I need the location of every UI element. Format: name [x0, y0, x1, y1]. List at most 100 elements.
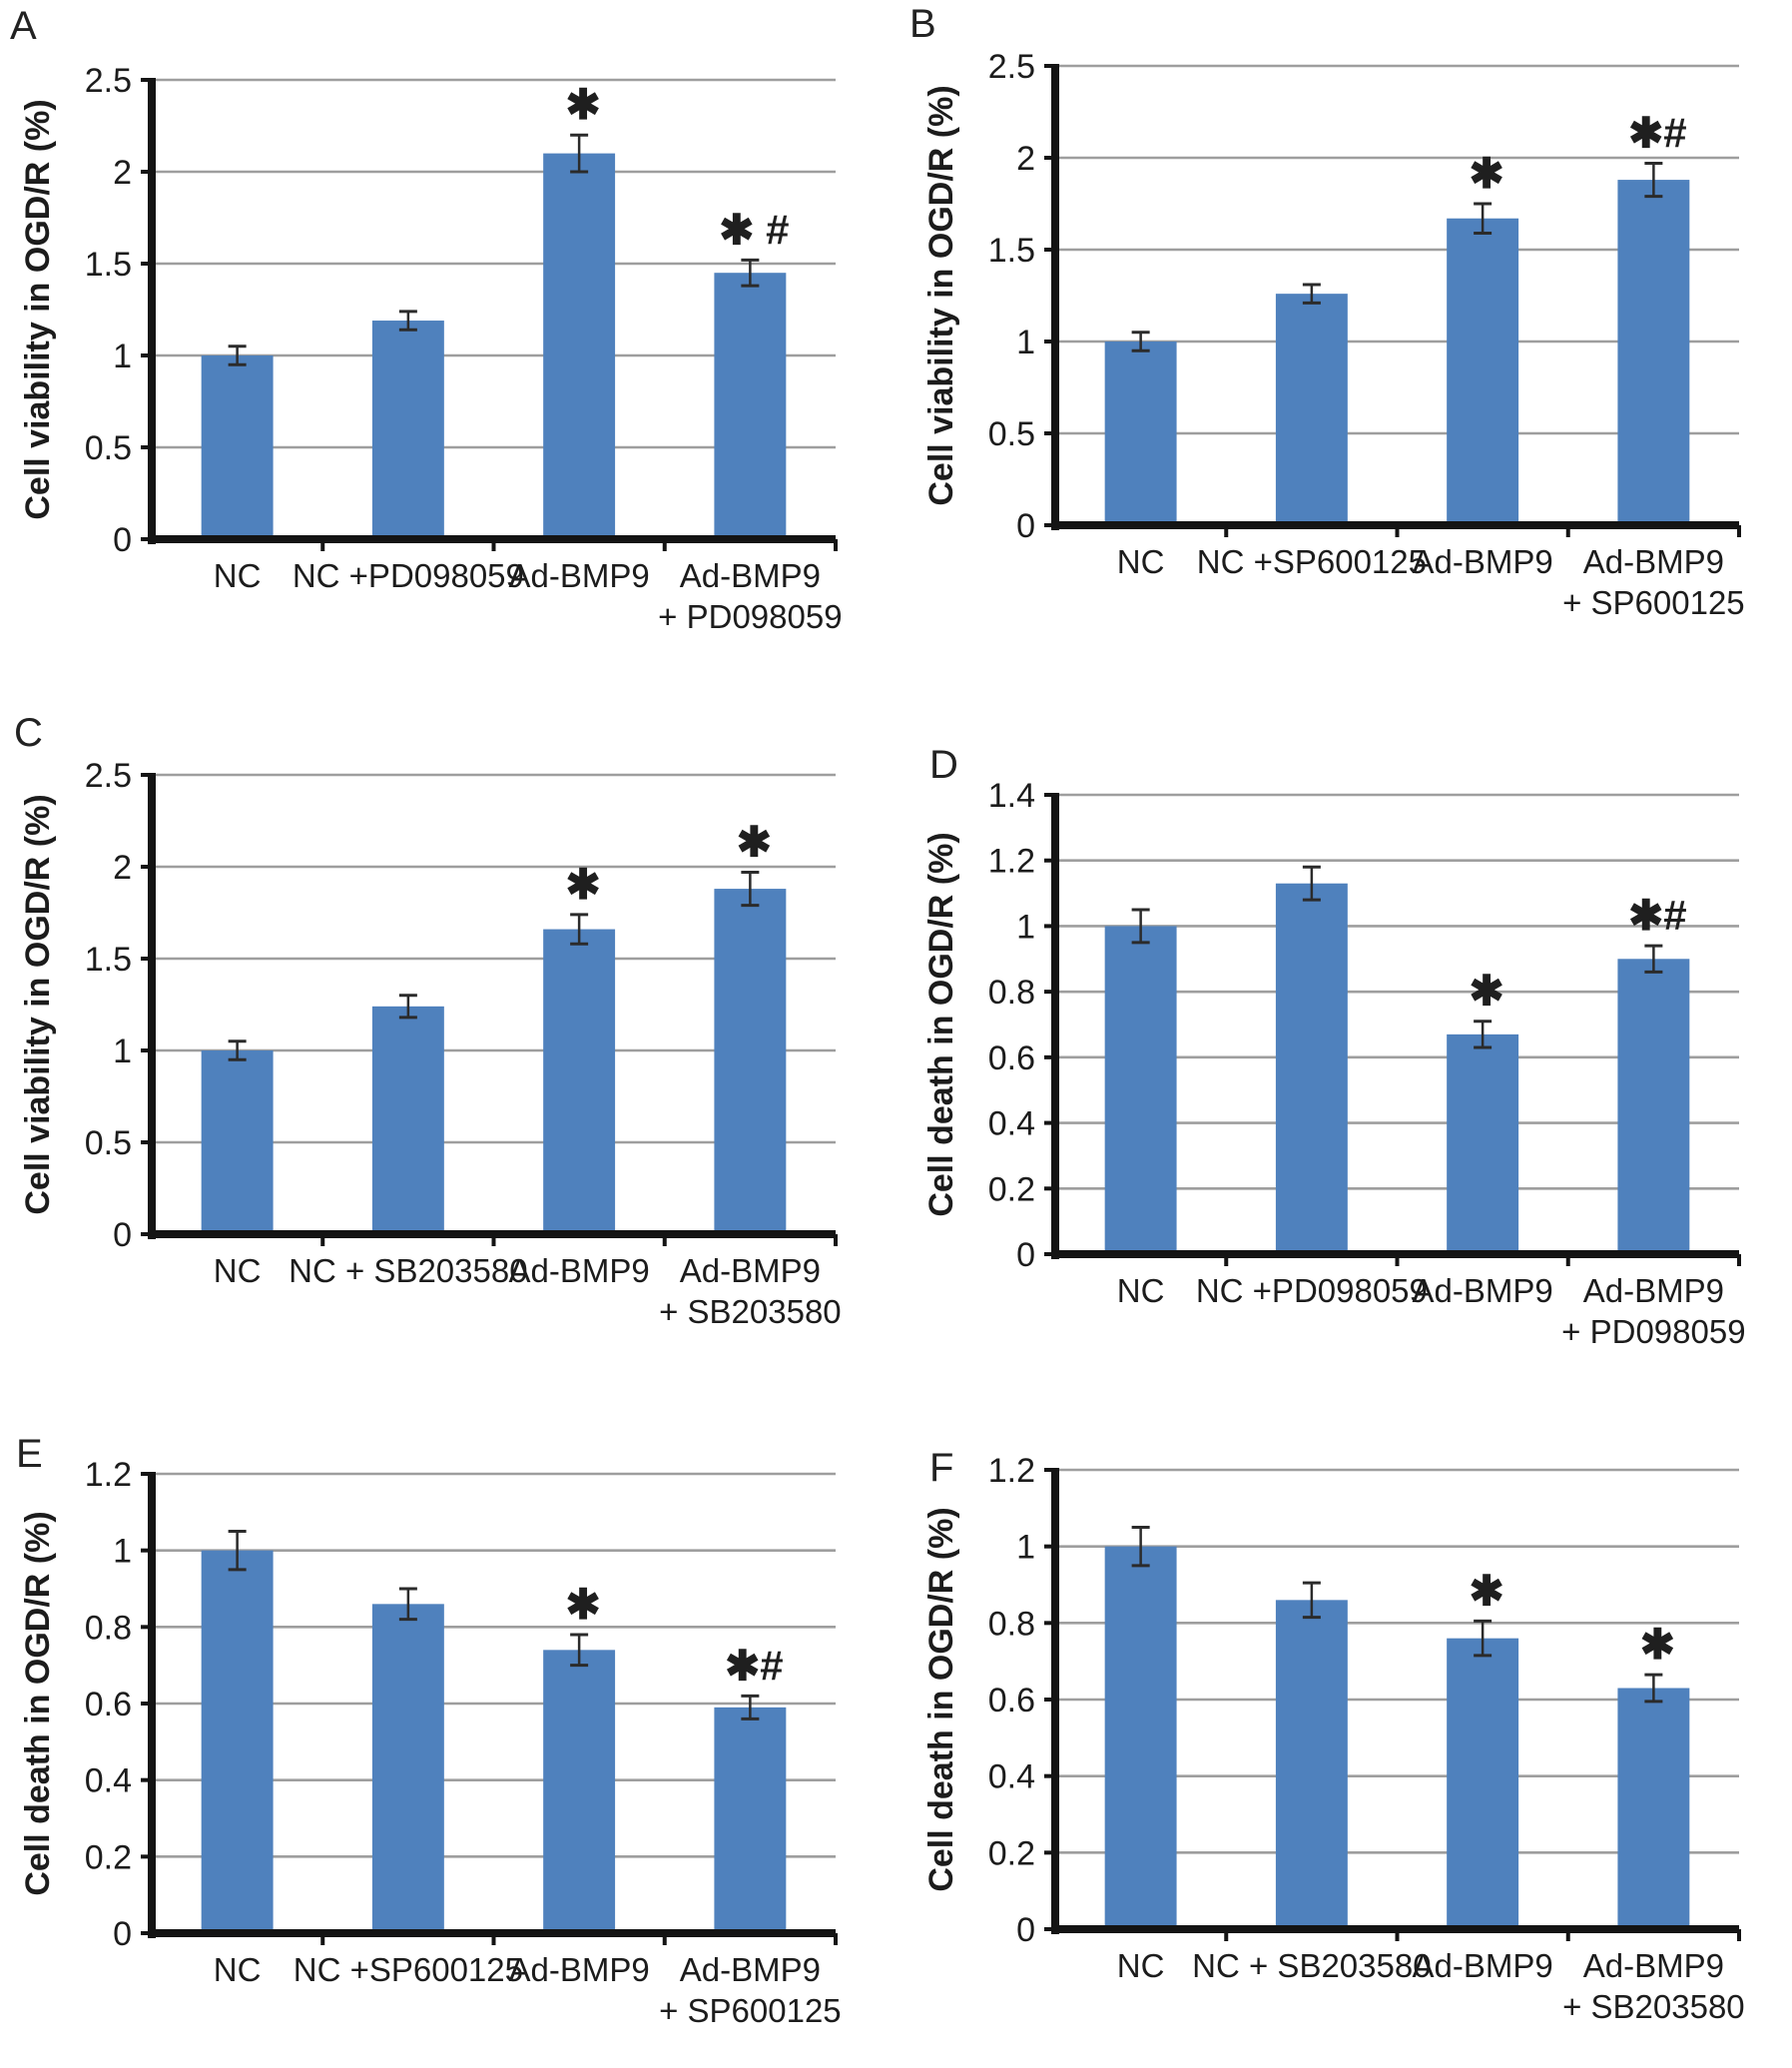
svg-text:1.2: 1.2 [85, 1456, 132, 1494]
panel-c: C 0 0.5 1 1.5 2 2.5 NC NC + SB203580 Ad-BMP9 Ad-B… [0, 699, 894, 1418]
axes [1044, 793, 1741, 1266]
svg-text:1.5: 1.5 [85, 941, 132, 979]
svg-text:0.4: 0.4 [85, 1762, 132, 1800]
panel-e: E 0 0.2 0.4 0.6 0.8 1 1.2 NC NC +SP600125 Ad-BMP9… [0, 1418, 894, 2067]
significance-annotations: ✱ ✱# [1470, 892, 1687, 1015]
svg-text:✱: ✱ [1470, 150, 1504, 197]
svg-text:1.4: 1.4 [988, 777, 1035, 815]
panel-f: F 0 0.2 0.4 0.6 0.8 1 1.2 NC NC + SB203580 Ad-BMP… [894, 1418, 1792, 2067]
error-bars [228, 1530, 760, 1721]
svg-text:0.5: 0.5 [988, 415, 1035, 453]
y-tick-labels: 0 0.5 1 1.5 2 2.5 [988, 48, 1035, 545]
error-bars [1131, 162, 1663, 352]
svg-text:Ad-BMP9: Ad-BMP9 [1583, 543, 1724, 580]
svg-text:0.5: 0.5 [85, 1124, 132, 1162]
svg-text:0.5: 0.5 [85, 429, 132, 467]
bar [1275, 1600, 1348, 1929]
svg-text:0.2: 0.2 [988, 1170, 1035, 1208]
panel-label-a: A [10, 4, 37, 48]
svg-text:Ad-BMP9: Ad-BMP9 [680, 1951, 821, 1988]
panel-d: D 0 0.2 0.4 0.6 0.8 1 1.2 1.4 NC NC +PD098059 Ad-B… [894, 699, 1792, 1418]
y-axis-title: Cell death in OGD/R (%) [922, 1507, 960, 1891]
svg-text:+ SP600125: + SP600125 [1562, 584, 1745, 621]
svg-text:✱: ✱ [1640, 1621, 1675, 1668]
axes [141, 1472, 838, 1945]
svg-text:1: 1 [1016, 1529, 1035, 1567]
svg-text:NC + SB203580: NC + SB203580 [289, 1252, 527, 1289]
svg-text:✱: ✱ [566, 861, 601, 908]
bar [543, 929, 616, 1234]
bar [1617, 1688, 1690, 1929]
y-axis-title: Cell death in OGD/R (%) [19, 1511, 57, 1895]
svg-text:0.8: 0.8 [988, 1605, 1035, 1643]
error-bars [228, 871, 760, 1061]
svg-text:0: 0 [113, 1216, 132, 1254]
bar [371, 321, 444, 539]
svg-text:NC: NC [1117, 1272, 1165, 1309]
bar [1275, 883, 1348, 1254]
svg-text:1.5: 1.5 [85, 246, 132, 284]
svg-text:0.2: 0.2 [85, 1838, 132, 1876]
svg-text:0.4: 0.4 [988, 1105, 1035, 1143]
svg-text:0.8: 0.8 [988, 974, 1035, 1012]
svg-text:✱: ✱ [1470, 1567, 1504, 1614]
svg-text:Ad-BMP9: Ad-BMP9 [1583, 1947, 1724, 1984]
bar [714, 1707, 787, 1933]
svg-text:0.4: 0.4 [988, 1758, 1035, 1796]
svg-text:1: 1 [113, 338, 132, 375]
svg-text:+ PD098059: + PD098059 [658, 598, 842, 635]
bar [714, 273, 787, 539]
svg-text:0: 0 [113, 1915, 132, 1953]
svg-text:Ad-BMP9: Ad-BMP9 [509, 1951, 650, 1988]
svg-text:1.5: 1.5 [988, 232, 1035, 270]
svg-text:✱#: ✱# [1628, 110, 1687, 157]
svg-text:NC + SB203580: NC + SB203580 [1192, 1947, 1431, 1984]
svg-text:NC: NC [1117, 543, 1165, 580]
svg-text:Ad-BMP9: Ad-BMP9 [680, 1252, 821, 1289]
bar [201, 355, 274, 539]
bar [1104, 926, 1177, 1254]
panel-b: B 0 0.5 1 1.5 2 2.5 NC NC +SP600125 Ad-BMP9 Ad-BM… [894, 0, 1792, 699]
panel-a: A 0 0.5 1 1.5 2 2.5 NC NC +PD098059 Ad-BMP9 Ad-BM… [0, 0, 894, 699]
bars [1104, 180, 1690, 525]
bar [543, 153, 616, 539]
svg-text:✱: ✱ [737, 819, 772, 866]
y-axis-title: Cell death in OGD/R (%) [922, 832, 960, 1216]
svg-text:Ad-BMP9: Ad-BMP9 [1413, 543, 1553, 580]
svg-text:1: 1 [1016, 908, 1035, 946]
y-tick-labels: 0 0.5 1 1.5 2 2.5 [85, 62, 132, 559]
svg-text:Ad-BMP9: Ad-BMP9 [1413, 1272, 1553, 1309]
bar [1447, 218, 1519, 525]
significance-annotations: ✱ ✱# [566, 1581, 784, 1689]
error-bars [1131, 865, 1663, 1049]
svg-text:Ad-BMP9: Ad-BMP9 [1413, 1947, 1553, 1984]
svg-text:0: 0 [1016, 507, 1035, 545]
bar-chart-d: 00.20.40.60.811.21.4NC NC +PD098059Ad-BMP… [922, 777, 1746, 1350]
bar [543, 1650, 616, 1933]
svg-text:2.5: 2.5 [85, 62, 132, 100]
svg-text:Ad-BMP9: Ad-BMP9 [680, 557, 821, 594]
svg-text:NC +PD098059: NC +PD098059 [293, 557, 524, 594]
bars [201, 1550, 787, 1933]
svg-text:✱#: ✱# [725, 1642, 784, 1689]
svg-text:1: 1 [113, 1033, 132, 1070]
bar [371, 1604, 444, 1933]
svg-text:0: 0 [1016, 1911, 1035, 1949]
significance-annotations: ✱ ✱ # [566, 81, 790, 253]
svg-text:2.5: 2.5 [85, 757, 132, 795]
svg-text:0.6: 0.6 [988, 1682, 1035, 1720]
y-axis-title: Cell viability in OGD/R (%) [19, 99, 57, 519]
panel-label-e: E [16, 1432, 43, 1476]
panel-label-d: D [929, 743, 958, 787]
bar [371, 1006, 444, 1234]
y-axis-title: Cell viability in OGD/R (%) [922, 85, 960, 505]
svg-text:Ad-BMP9: Ad-BMP9 [509, 557, 650, 594]
